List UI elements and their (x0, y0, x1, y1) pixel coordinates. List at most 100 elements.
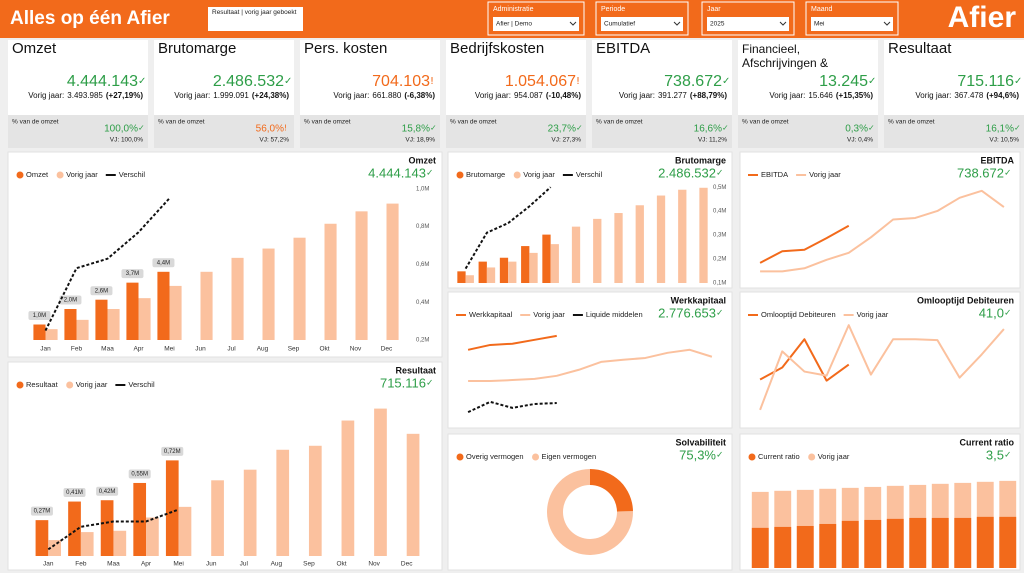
kpi-previous-change: (-6,38%) (404, 91, 435, 100)
bar (35, 520, 49, 556)
kpi-previous-label: Vorig jaar: (769, 91, 805, 100)
kpi-previous-label: Vorig jaar: (475, 91, 511, 100)
bar (751, 527, 769, 568)
filter-label: Periode (601, 6, 625, 13)
donut-segment (590, 469, 633, 512)
kpi-share-label: % van de omzet (888, 119, 935, 126)
series-line (468, 348, 713, 382)
bar (841, 520, 859, 568)
bar (68, 501, 81, 556)
kpi-value: 715.116 (957, 73, 1014, 90)
chart-title: Resultaat (395, 365, 436, 375)
legend-label: Overig vermogen (466, 452, 524, 461)
data-label: 4,4M (157, 260, 170, 266)
kpi-icon: ! (430, 76, 434, 87)
bar (308, 445, 322, 556)
x-tick-label: Apr (141, 561, 152, 568)
chart-title: Omlooptijd Debiteuren (917, 295, 1014, 305)
chart-headline: 4.444.143 (368, 165, 426, 180)
page-title: Alles op één Afier (10, 8, 170, 29)
kpi-share-box (300, 115, 440, 148)
filter-dropdown[interactable] (493, 17, 579, 31)
data-label: 1,0M (33, 313, 46, 319)
legend-dot (16, 171, 24, 179)
toggle-button-label[interactable]: Resultaat | vorig jaar geboekt (212, 9, 300, 31)
data-label-box (59, 295, 82, 305)
chart-headline-icon: ✓ (716, 169, 724, 179)
bar (178, 506, 192, 556)
bar (614, 213, 623, 283)
bar (529, 252, 538, 283)
kpi-value: 704.103 (372, 73, 430, 90)
kpi-previous-value: 15.646 (808, 91, 833, 100)
bar (864, 519, 882, 568)
legend-dot (748, 453, 756, 461)
filter-dropdown[interactable] (707, 17, 789, 31)
kpi-previous-label: Vorig jaar: (174, 91, 210, 100)
bar (165, 460, 179, 556)
bar (64, 309, 77, 340)
bar (169, 285, 182, 340)
x-tick-label: Aug (271, 561, 283, 568)
data-label: 3,7M (126, 271, 139, 277)
chart-headline: 3,5 (986, 447, 1004, 462)
chart-headline-icon: ✓ (1004, 309, 1012, 319)
x-tick-label: Maa (107, 561, 120, 568)
kpi-value: 2.486.532 (213, 73, 284, 90)
data-label-box (90, 286, 113, 296)
kpi-share-icon: ✓ (1014, 124, 1021, 133)
x-tick-label: Sep (303, 561, 315, 568)
legend-dot (16, 381, 24, 389)
x-tick-label: Mei (164, 346, 174, 353)
bar (656, 195, 666, 283)
kpi-title: Resultaat (888, 40, 952, 57)
kpi-share-icon: ✓ (722, 124, 729, 133)
chart-panel (447, 291, 733, 429)
kpi-icon: ✓ (1014, 76, 1022, 87)
y2-tick-label: 0,6M (416, 262, 429, 268)
toggle-button-text[interactable]: Resultaat | vorig jaar geboekt (212, 9, 297, 16)
x-tick-label: Jul (240, 561, 249, 568)
kpi-share: 0,3% (845, 124, 868, 135)
legend-label: Current ratio (758, 452, 800, 461)
series-line (759, 324, 1005, 411)
filter-label: Jaar (707, 6, 721, 13)
kpi-share: 23,7% (548, 124, 576, 135)
toggle-button[interactable] (208, 7, 303, 31)
x-tick-label: Sep (288, 346, 300, 353)
legend-label: Resultaat (26, 380, 59, 389)
filter-dropdown[interactable] (601, 17, 683, 31)
chart-title: Werkkapitaal (671, 295, 726, 305)
kpi-previous-change: (+15,35%) (836, 91, 873, 100)
kpi-value: 738.672 (664, 73, 722, 90)
bar (909, 517, 927, 568)
legend-label: Vorig jaar (818, 452, 850, 461)
bar (976, 516, 994, 568)
chart-headline-icon: ✓ (716, 309, 724, 319)
kpi-share-icon: ✓ (430, 124, 437, 133)
kpi-title-box: Bedrijfskosten (450, 41, 544, 56)
legend-label: Vorig jaar (809, 170, 841, 179)
kpi-previous-value: 391.277 (658, 91, 687, 100)
legend-label: Verschil (128, 380, 155, 389)
bar (374, 408, 387, 556)
filter-dropdown[interactable] (811, 17, 893, 31)
y2-tick-label: 0,3M (713, 233, 726, 239)
dropdown-chevron (569, 21, 577, 26)
kpi-title: Financieel, Afschrijvingen & Belastingen (742, 42, 829, 72)
y2-tick-label: 0,2M (416, 338, 429, 344)
kpi-value: 1.054.067 (505, 73, 576, 90)
chart-headline-icon: ✓ (1004, 451, 1012, 461)
kpi-share-previous: VJ: 100,0% (110, 137, 143, 144)
data-label: 0,72M (164, 449, 181, 455)
kpi-icon: ! (576, 76, 580, 87)
kpi-previous-label: Vorig jaar: (28, 91, 64, 100)
kpi-title-box: EBITDA (596, 40, 651, 57)
kpi-title: EBITDA (596, 40, 651, 57)
legend-dot (532, 453, 540, 461)
kpi-share-box (154, 115, 294, 148)
chart-headline-icon: ✓ (716, 451, 724, 461)
x-tick-label: Nov (350, 346, 362, 353)
chart-title: EBITDA (981, 155, 1015, 165)
y2-tick-label: 0,4M (416, 300, 429, 306)
